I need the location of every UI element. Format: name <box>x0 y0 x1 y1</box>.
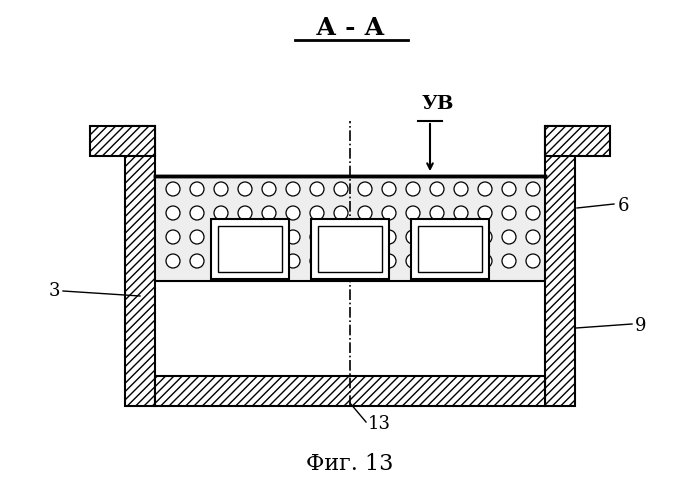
Circle shape <box>334 206 348 220</box>
Circle shape <box>190 182 204 196</box>
Circle shape <box>502 230 516 244</box>
Polygon shape <box>545 126 610 156</box>
Circle shape <box>166 182 180 196</box>
Circle shape <box>310 206 324 220</box>
Circle shape <box>382 206 396 220</box>
Circle shape <box>334 230 348 244</box>
Circle shape <box>454 206 468 220</box>
Polygon shape <box>418 226 482 272</box>
Polygon shape <box>545 126 575 406</box>
Circle shape <box>430 230 444 244</box>
Circle shape <box>382 254 396 268</box>
Circle shape <box>406 182 420 196</box>
Polygon shape <box>90 126 155 156</box>
Circle shape <box>262 206 276 220</box>
Circle shape <box>478 254 492 268</box>
Text: 3: 3 <box>48 282 60 300</box>
Circle shape <box>478 182 492 196</box>
Circle shape <box>430 206 444 220</box>
Circle shape <box>358 230 372 244</box>
Circle shape <box>526 206 540 220</box>
Circle shape <box>286 182 300 196</box>
Circle shape <box>286 206 300 220</box>
Circle shape <box>190 206 204 220</box>
Circle shape <box>166 206 180 220</box>
Circle shape <box>358 182 372 196</box>
Circle shape <box>214 254 228 268</box>
Circle shape <box>502 182 516 196</box>
Circle shape <box>382 230 396 244</box>
Circle shape <box>166 254 180 268</box>
Circle shape <box>526 254 540 268</box>
Circle shape <box>214 182 228 196</box>
Circle shape <box>478 206 492 220</box>
Circle shape <box>238 182 252 196</box>
Circle shape <box>238 206 252 220</box>
Circle shape <box>262 254 276 268</box>
Circle shape <box>502 254 516 268</box>
Circle shape <box>406 254 420 268</box>
Text: 6: 6 <box>618 197 629 215</box>
Polygon shape <box>125 126 155 406</box>
Circle shape <box>526 230 540 244</box>
Circle shape <box>454 182 468 196</box>
Circle shape <box>238 254 252 268</box>
Circle shape <box>502 206 516 220</box>
Polygon shape <box>411 219 489 279</box>
Circle shape <box>406 230 420 244</box>
Circle shape <box>190 230 204 244</box>
Circle shape <box>310 182 324 196</box>
Polygon shape <box>218 226 282 272</box>
Circle shape <box>334 254 348 268</box>
Circle shape <box>262 230 276 244</box>
Text: Фиг. 13: Фиг. 13 <box>307 453 393 475</box>
Circle shape <box>214 206 228 220</box>
Polygon shape <box>155 376 545 406</box>
Circle shape <box>166 230 180 244</box>
Circle shape <box>238 230 252 244</box>
Circle shape <box>214 230 228 244</box>
Circle shape <box>286 254 300 268</box>
Circle shape <box>478 230 492 244</box>
Polygon shape <box>311 219 389 279</box>
Circle shape <box>406 206 420 220</box>
Circle shape <box>334 182 348 196</box>
Circle shape <box>526 182 540 196</box>
Circle shape <box>310 230 324 244</box>
Circle shape <box>454 254 468 268</box>
Circle shape <box>262 182 276 196</box>
Text: 13: 13 <box>368 415 391 433</box>
Circle shape <box>190 254 204 268</box>
Text: 9: 9 <box>635 317 647 335</box>
Circle shape <box>430 182 444 196</box>
Circle shape <box>310 254 324 268</box>
Polygon shape <box>211 219 289 279</box>
Circle shape <box>286 230 300 244</box>
Circle shape <box>430 254 444 268</box>
Text: А - А: А - А <box>316 16 384 40</box>
Text: УВ: УВ <box>421 95 454 113</box>
Circle shape <box>358 206 372 220</box>
Circle shape <box>454 230 468 244</box>
Circle shape <box>358 254 372 268</box>
Circle shape <box>382 182 396 196</box>
Polygon shape <box>318 226 382 272</box>
